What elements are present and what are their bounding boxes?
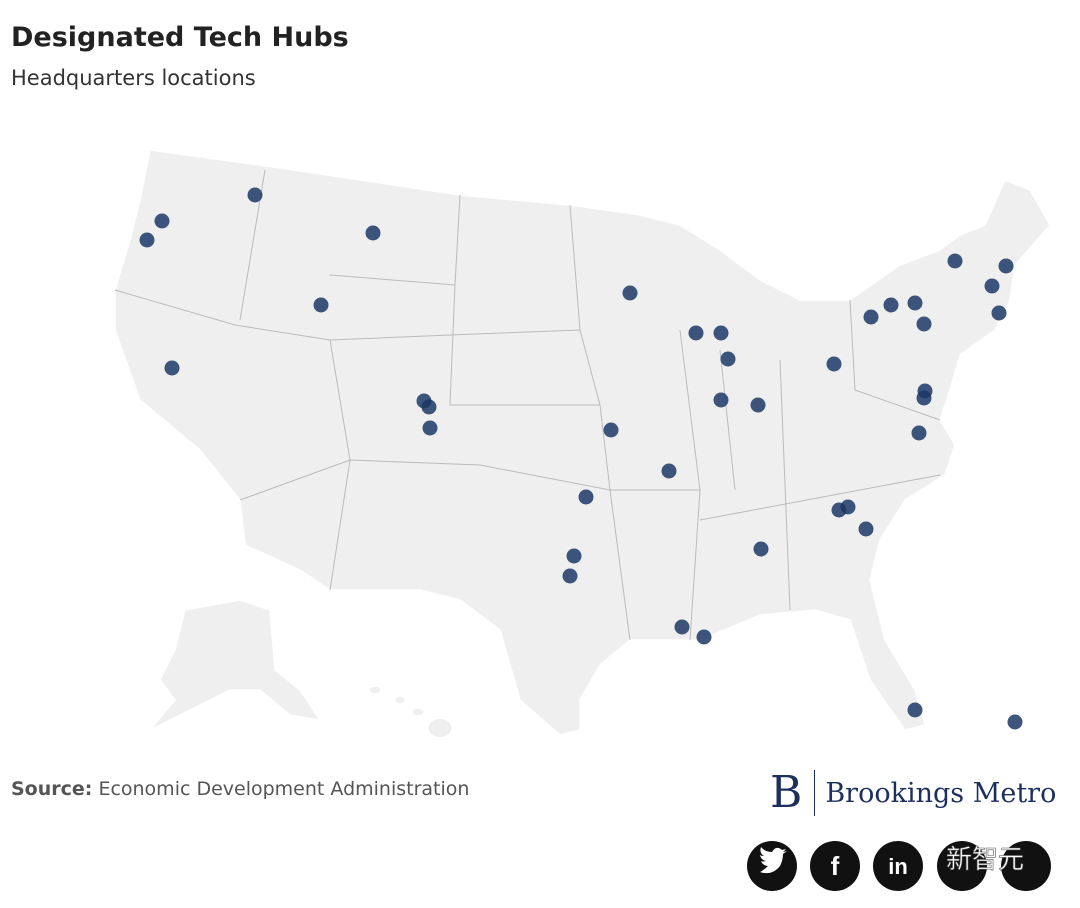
hawaii	[427, 717, 453, 739]
hub-marker[interactable]	[916, 316, 932, 332]
hub-marker[interactable]	[911, 425, 927, 441]
hub-marker[interactable]	[247, 187, 263, 203]
title: Designated Tech Hubs	[11, 22, 349, 53]
alaska	[149, 599, 322, 731]
hub-marker[interactable]	[139, 232, 155, 248]
twitter-icon	[760, 847, 787, 874]
hub-marker[interactable]	[661, 463, 677, 479]
hawaii	[411, 707, 425, 717]
hub-marker[interactable]	[858, 521, 874, 537]
source-label: Source:	[11, 778, 93, 800]
hub-marker[interactable]	[750, 397, 766, 413]
hub-marker[interactable]	[883, 297, 899, 313]
brand-initial: B	[770, 770, 816, 816]
map-shapes	[114, 149, 1051, 739]
hub-marker[interactable]	[164, 360, 180, 376]
watermark: 新智元	[946, 845, 1024, 875]
hub-marker[interactable]	[674, 619, 690, 635]
email-button[interactable]	[937, 841, 987, 891]
contiguous-us	[114, 149, 1051, 736]
hub-marker[interactable]	[154, 213, 170, 229]
social-icons: f in 新智元	[747, 841, 1051, 891]
hub-marker[interactable]	[562, 568, 578, 584]
hub-marker[interactable]	[603, 422, 619, 438]
facebook-button[interactable]	[810, 841, 860, 891]
state-lines	[114, 169, 941, 641]
linkedin-button[interactable]	[873, 841, 923, 891]
hub-markers	[139, 187, 1023, 730]
hub-marker[interactable]	[826, 356, 842, 372]
hub-marker[interactable]	[313, 297, 329, 313]
hub-marker[interactable]	[713, 392, 729, 408]
hub-marker[interactable]	[984, 278, 1000, 294]
hawaii	[368, 685, 382, 695]
hub-marker[interactable]	[696, 629, 712, 645]
hub-marker[interactable]	[688, 325, 704, 341]
hub-marker[interactable]	[578, 489, 594, 505]
hub-marker[interactable]	[720, 351, 736, 367]
facebook-icon: f	[831, 851, 840, 881]
hub-marker[interactable]	[713, 325, 729, 341]
hub-marker[interactable]	[622, 285, 638, 301]
hub-marker[interactable]	[1007, 714, 1023, 730]
hub-marker[interactable]	[753, 541, 769, 557]
state-line	[114, 169, 941, 641]
share-button[interactable]	[1001, 841, 1051, 891]
source-text: Economic Development Administration	[98, 778, 470, 800]
hub-marker[interactable]	[907, 702, 923, 718]
hub-marker[interactable]	[365, 225, 381, 241]
source: Source: Economic Development Administrat…	[11, 778, 469, 800]
hub-marker[interactable]	[863, 309, 879, 325]
hub-marker[interactable]	[947, 253, 963, 269]
subtitle: Headquarters locations	[11, 66, 256, 90]
hub-marker[interactable]	[422, 420, 438, 436]
brand-name: Brookings Metro	[825, 777, 1057, 809]
brand-logo[interactable]: B Brookings Metro	[770, 768, 1056, 818]
hub-marker[interactable]	[421, 399, 437, 415]
hawaii	[394, 695, 406, 705]
hub-marker[interactable]	[916, 390, 932, 406]
hub-marker[interactable]	[998, 258, 1014, 274]
hub-marker[interactable]	[566, 548, 582, 564]
hub-marker[interactable]	[907, 295, 923, 311]
linkedin-icon: in	[888, 854, 908, 879]
hub-marker[interactable]	[840, 499, 856, 515]
hub-marker[interactable]	[991, 305, 1007, 321]
